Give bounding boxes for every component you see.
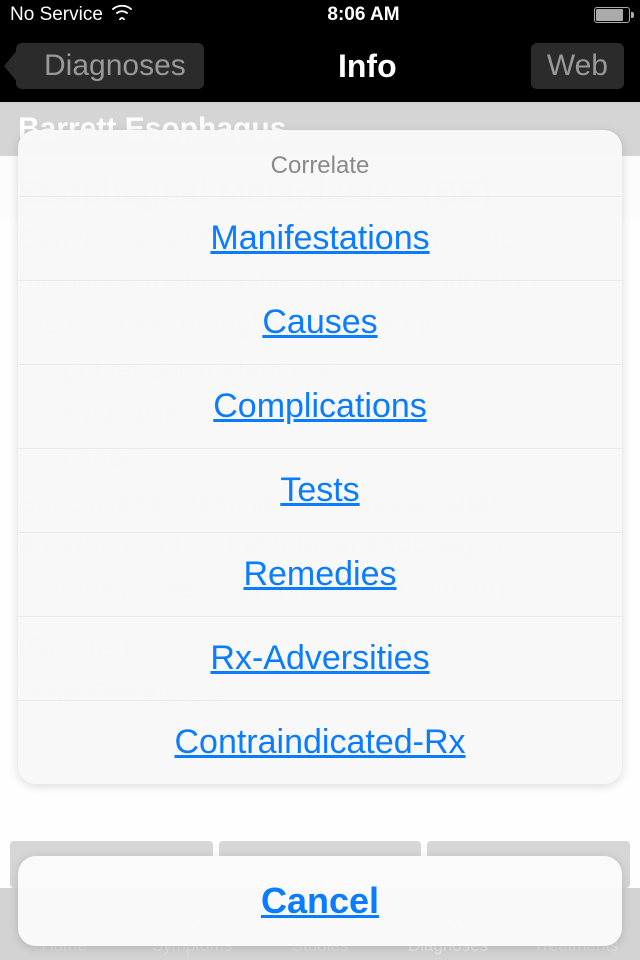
status-right xyxy=(594,7,630,23)
sheet-item-causes[interactable]: Causes xyxy=(18,280,622,364)
wifi-icon xyxy=(111,4,133,26)
sheet-item-tests[interactable]: Tests xyxy=(18,448,622,532)
action-sheet-cancel-wrap: Cancel xyxy=(18,840,622,946)
status-left: No Service xyxy=(10,4,133,26)
status-bar: No Service 8:06 AM xyxy=(0,0,640,30)
carrier-text: No Service xyxy=(10,4,103,26)
status-time: 8:06 AM xyxy=(327,4,399,26)
sheet-item-complications[interactable]: Complications xyxy=(18,364,622,448)
sheet-item-manifestations[interactable]: Manifestations xyxy=(18,196,622,280)
sheet-item-remedies[interactable]: Remedies xyxy=(18,532,622,616)
page-title: Info xyxy=(338,48,397,85)
back-button[interactable]: Diagnoses xyxy=(16,43,204,89)
action-sheet-title: Correlate xyxy=(18,130,622,196)
battery-icon xyxy=(594,7,630,23)
cancel-button[interactable]: Cancel xyxy=(18,856,622,946)
web-button[interactable]: Web xyxy=(531,43,624,89)
sheet-item-rx-adversities[interactable]: Rx-Adversities xyxy=(18,616,622,700)
nav-bar: Diagnoses Info Web xyxy=(0,30,640,102)
action-sheet-panel: Correlate Manifestations Causes Complica… xyxy=(18,130,622,784)
action-sheet: Correlate Manifestations Causes Complica… xyxy=(18,130,622,784)
sheet-item-contraindicated-rx[interactable]: Contraindicated-Rx xyxy=(18,700,622,784)
